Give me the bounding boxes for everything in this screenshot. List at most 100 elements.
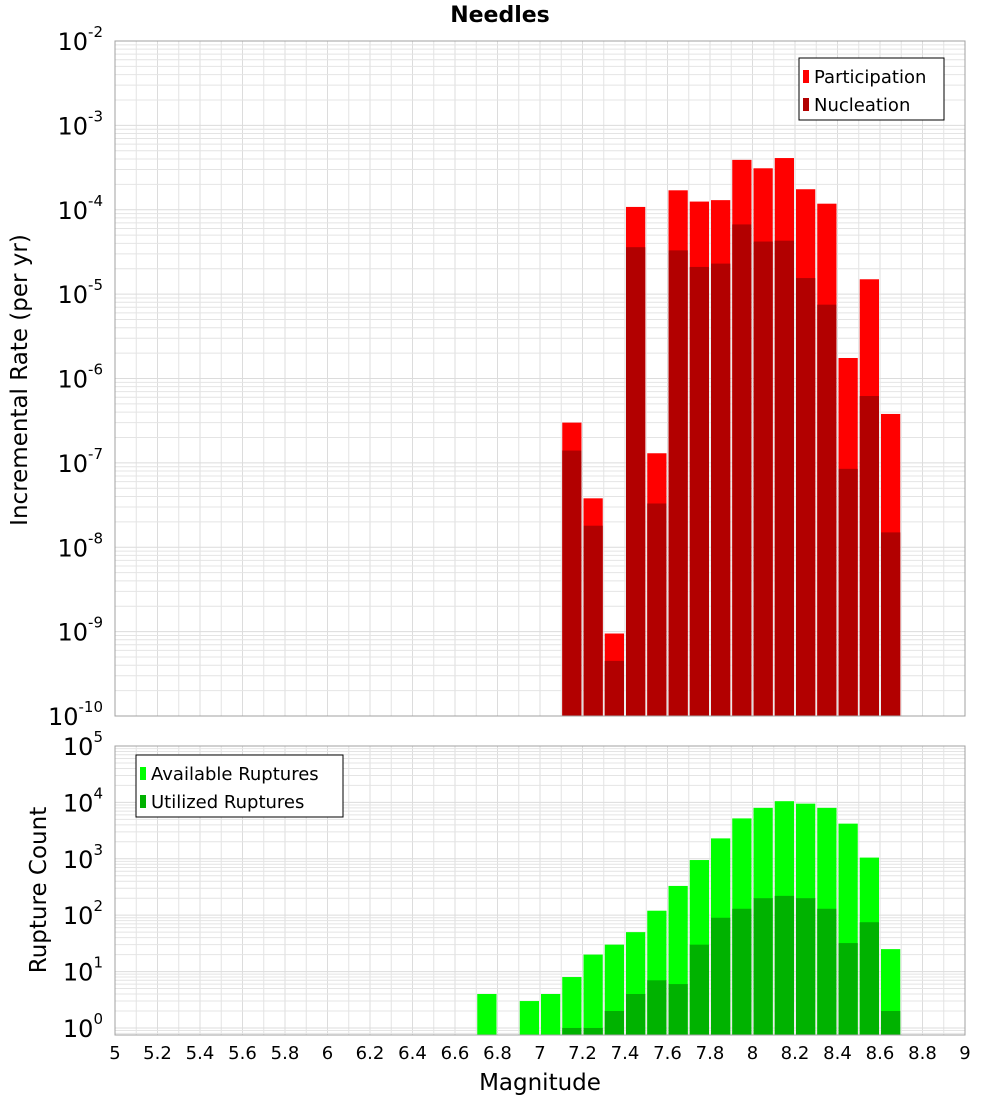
rate-y-tick-label: 10-8	[57, 529, 103, 562]
count-bar-utilized-ruptures	[647, 980, 667, 1035]
count-bar-available-ruptures	[583, 954, 603, 1035]
rate-y-tick: 10-10	[48, 698, 103, 731]
count-bar-utilized-ruptures	[689, 944, 709, 1035]
x-tick-label: 8.2	[781, 1043, 810, 1064]
count-y-tick-base: 10	[63, 846, 94, 874]
count-y-tick-label: 101	[63, 954, 103, 987]
rate-y-tick-base: 10	[57, 619, 88, 647]
rate-panel-frame	[114, 40, 966, 717]
x-tick-label: 5.8	[271, 1043, 300, 1064]
count-legend-swatch	[140, 767, 146, 780]
count-bar-utilized-ruptures	[583, 1027, 603, 1035]
rate-y-tick-base: 10	[57, 450, 88, 478]
rate-legend-label: Nucleation	[814, 95, 910, 116]
rate-y-tick-base: 10	[57, 366, 88, 394]
rate-bar-nucleation	[583, 525, 603, 716]
count-y-tick-label: 105	[63, 728, 103, 761]
rate-y-tick-exponent: -4	[88, 192, 103, 210]
rate-panel-y-ticks: 10-210-310-410-510-610-710-810-910-10	[48, 23, 103, 731]
count-bar-utilized-ruptures	[796, 898, 816, 1035]
rate-panel-grid	[114, 41, 966, 717]
rate-y-tick: 10-2	[57, 23, 103, 56]
rate-y-tick-exponent: -5	[88, 276, 103, 294]
rate-y-tick-label: 10-3	[57, 107, 103, 140]
count-bar-utilized-ruptures	[562, 1027, 582, 1035]
x-tick-label: 9	[959, 1043, 970, 1064]
rate-bar-nucleation	[753, 241, 773, 717]
x-tick-label: 7	[534, 1043, 545, 1064]
rate-bar-nucleation	[774, 240, 794, 717]
count-y-tick-exponent: 5	[93, 728, 103, 746]
count-y-tick: 102	[63, 897, 103, 930]
x-tick-label: 8.4	[823, 1043, 852, 1064]
rate-y-tick-exponent: -3	[88, 107, 103, 125]
rate-y-tick-base: 10	[57, 112, 88, 140]
count-y-tick-base: 10	[63, 1015, 94, 1043]
x-tick-label: 6.8	[483, 1043, 512, 1064]
rate-legend-swatch	[803, 70, 809, 83]
count-bar-utilized-ruptures	[604, 1010, 624, 1035]
x-tick-label: 6	[322, 1043, 333, 1064]
rate-panel-legend: Participation Nucleation	[798, 57, 945, 121]
rate-bar-nucleation	[668, 250, 688, 717]
rate-y-tick-exponent: -6	[88, 361, 103, 379]
rate-y-tick-label: 10-5	[57, 276, 103, 309]
rate-y-tick: 10-3	[57, 107, 103, 140]
count-panel-y-axis-label: Rupture Count	[26, 807, 52, 973]
x-tick-label: 8	[747, 1043, 758, 1064]
count-bar-utilized-ruptures	[838, 943, 858, 1035]
count-y-tick-label: 104	[63, 784, 103, 817]
count-bar-utilized-ruptures	[774, 895, 794, 1035]
chart-title: Needles	[450, 3, 550, 28]
rate-y-tick-base: 10	[48, 703, 79, 731]
x-tick-label: 7.2	[568, 1043, 597, 1064]
x-tick-label: 7.4	[611, 1043, 640, 1064]
count-y-tick: 100	[63, 1010, 103, 1043]
rate-bar-nucleation	[817, 304, 837, 716]
count-y-tick-exponent: 0	[93, 1010, 103, 1028]
count-bar-utilized-ruptures	[881, 1010, 901, 1035]
rate-y-tick-exponent: -10	[79, 698, 104, 716]
rate-y-tick-exponent: -7	[88, 445, 103, 463]
x-tick-label: 6.2	[356, 1043, 385, 1064]
count-y-tick: 104	[63, 784, 103, 817]
count-y-tick-label: 102	[63, 897, 103, 930]
count-bar-utilized-ruptures	[626, 994, 646, 1035]
count-bar-available-ruptures	[519, 1001, 539, 1035]
count-legend-label: Utilized Ruptures	[151, 792, 304, 813]
rate-legend-swatch	[803, 98, 809, 111]
x-tick-label: 5	[109, 1043, 120, 1064]
count-bar-available-ruptures	[477, 994, 497, 1035]
count-y-tick-label: 103	[63, 841, 103, 874]
rate-bar-nucleation	[838, 468, 858, 716]
count-y-tick-exponent: 3	[93, 841, 103, 859]
rate-y-tick: 10-8	[57, 529, 103, 562]
rate-bar-nucleation	[647, 503, 667, 716]
rate-bar-nucleation	[859, 396, 879, 716]
rate-y-tick-label: 10-2	[57, 23, 103, 56]
rate-y-tick-exponent: -9	[88, 614, 103, 632]
count-bar-utilized-ruptures	[753, 898, 773, 1035]
count-y-tick: 103	[63, 841, 103, 874]
count-bar-available-ruptures	[541, 994, 561, 1035]
rate-y-tick: 10-6	[57, 361, 103, 394]
count-legend-box	[135, 754, 344, 818]
count-y-tick-base: 10	[63, 902, 94, 930]
rate-bar-nucleation	[732, 224, 752, 717]
x-tick-label: 6.4	[398, 1043, 427, 1064]
x-tick-label: 5.4	[186, 1043, 215, 1064]
count-legend-swatch	[140, 795, 146, 808]
rate-y-tick-label: 10-4	[57, 192, 103, 225]
rate-legend-box	[798, 57, 945, 121]
rate-y-tick-label: 10-10	[48, 698, 103, 731]
count-bar-utilized-ruptures	[711, 917, 731, 1035]
rate-y-tick-base: 10	[57, 28, 88, 56]
x-tick-label: 5.2	[143, 1043, 172, 1064]
rate-y-tick-exponent: -2	[88, 23, 103, 41]
count-y-tick-exponent: 1	[93, 954, 103, 972]
rate-bar-nucleation	[711, 263, 731, 716]
rate-y-tick-base: 10	[57, 197, 88, 225]
rate-bar-nucleation	[689, 266, 709, 716]
count-panel-legend: Available Ruptures Utilized Ruptures	[135, 754, 344, 818]
